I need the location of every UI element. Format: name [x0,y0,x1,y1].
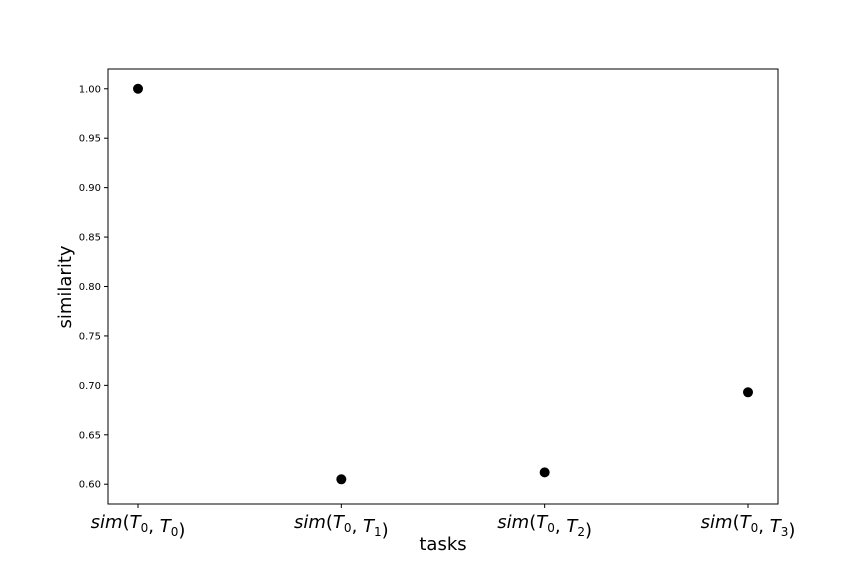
y-tick-label: 0.90 [79,183,101,194]
y-tick-label: 0.70 [79,381,101,392]
data-point [743,387,753,398]
x-axis-label: tasks [419,534,466,555]
y-tick-label: 0.75 [79,331,101,342]
x-tick-label: sim(T0, T3) [701,512,796,541]
y-axis-label: similarity [55,245,76,328]
y-tick-label: 0.95 [79,134,101,145]
y-tick-label: 0.65 [79,430,101,441]
y-axis: 0.60 0.65 0.70 0.75 0.80 0.85 0.90 0.95 1.00 [79,84,108,491]
data-point [539,467,550,478]
data-points [133,83,753,485]
data-point [336,474,347,485]
x-axis: sim(T0, T0) sim(T0, T1) sim(T0, T2) sim(T0,… [91,504,796,541]
y-tick-label: 0.80 [79,282,101,293]
x-tick-label: sim(T0, T0) [91,512,186,541]
y-tick-label: 0.85 [79,233,101,244]
x-tick-label: sim(T0, T1) [294,512,389,541]
y-tick-label: 0.60 [79,480,101,491]
y-tick-label: 1.00 [79,84,101,95]
x-tick-label: sim(T0, T2) [497,512,592,541]
data-point [133,83,143,94]
plot-area [107,68,779,505]
